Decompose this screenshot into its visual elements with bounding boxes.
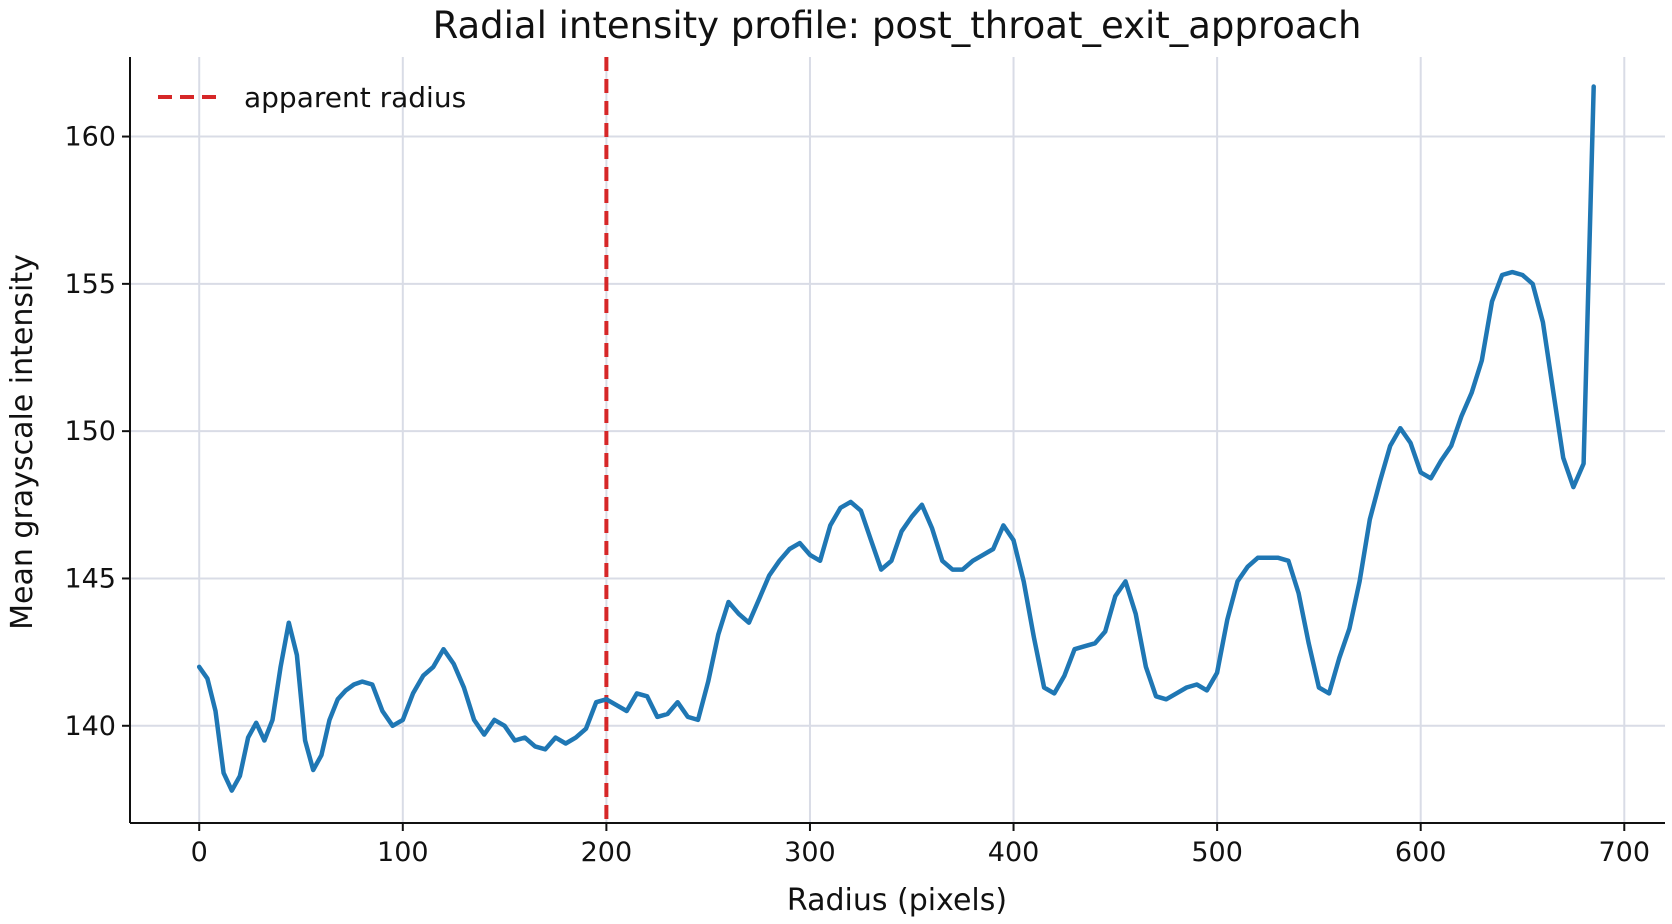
chart-title: Radial intensity profile: post_throat_ex… xyxy=(433,4,1362,47)
intensity-profile-line xyxy=(196,84,1596,793)
legend-label-apparent-radius: apparent radius xyxy=(244,81,466,114)
axes xyxy=(129,57,1665,824)
x-tick-label: 600 xyxy=(1395,837,1447,868)
x-tick-label: 200 xyxy=(581,837,633,868)
grid xyxy=(130,57,1665,823)
y-tick-label: 150 xyxy=(64,416,116,447)
x-tick-label: 100 xyxy=(377,837,429,868)
x-tick-label: 700 xyxy=(1599,837,1651,868)
y-axis-label: Mean grayscale intensity xyxy=(5,254,40,630)
legend: apparent radius xyxy=(158,81,466,114)
x-tick-label: 500 xyxy=(1191,837,1243,868)
x-tick-label: 300 xyxy=(784,837,836,868)
y-tick-label: 155 xyxy=(64,269,116,300)
y-tick-label: 160 xyxy=(64,122,116,153)
y-tick-label: 140 xyxy=(64,711,116,742)
x-tick-label: 400 xyxy=(988,837,1040,868)
x-ticks: 0 100 200 300 400 500 600 700 xyxy=(191,823,1650,868)
y-ticks: 140 145 150 155 160 xyxy=(64,122,130,742)
x-axis-label: Radius (pixels) xyxy=(787,883,1007,918)
series-layer xyxy=(196,84,1596,793)
x-tick-label: 0 xyxy=(191,837,208,868)
y-tick-label: 145 xyxy=(64,563,116,594)
